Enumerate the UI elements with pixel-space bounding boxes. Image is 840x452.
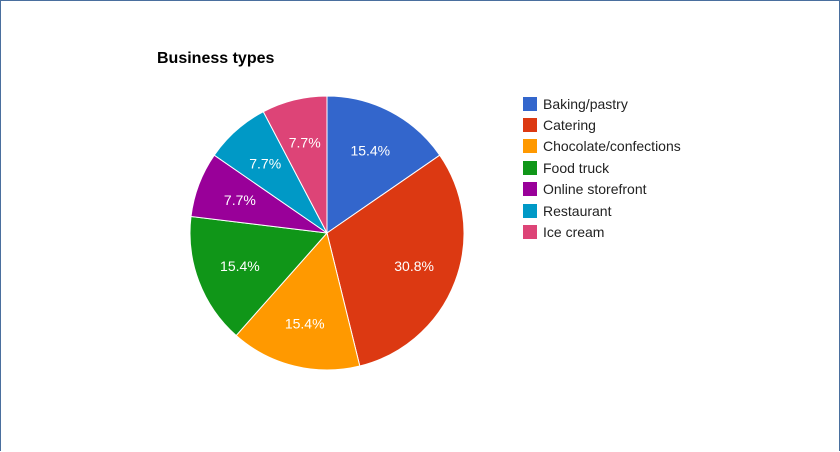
legend-label: Baking/pastry	[543, 95, 628, 112]
slice-label-6: 7.7%	[289, 135, 321, 151]
slice-label-3: 15.4%	[220, 258, 260, 274]
legend-swatch	[523, 225, 537, 240]
legend-item[interactable]: Baking/pastry	[523, 93, 681, 114]
legend-label: Online storefront	[543, 181, 647, 198]
legend-label: Catering	[543, 117, 596, 134]
legend-label: Restaurant	[543, 202, 612, 219]
slice-label-4: 7.7%	[224, 192, 256, 208]
slice-label-0: 15.4%	[350, 143, 390, 159]
legend-swatch	[523, 160, 537, 175]
slice-label-5: 7.7%	[249, 155, 281, 171]
legend-swatch	[523, 203, 537, 218]
legend-label: Food truck	[543, 159, 610, 176]
slice-label-1: 30.8%	[394, 258, 434, 274]
legend: Baking/pastry Catering Chocolate/confectio…	[523, 93, 681, 243]
pie-slice-1[interactable]	[326, 154, 465, 367]
pie-slice-2[interactable]	[235, 231, 361, 371]
pie-slice-6[interactable]	[262, 95, 328, 234]
legend-swatch	[523, 118, 537, 133]
legend-label: Ice cream	[543, 224, 605, 241]
legend-swatch	[523, 96, 537, 111]
pie-slice-0[interactable]	[326, 95, 441, 234]
legend-item[interactable]: Restaurant	[523, 200, 681, 221]
slice-label-2: 15.4%	[285, 315, 325, 331]
legend-item[interactable]: Chocolate/confections	[523, 136, 681, 157]
chart-title: Business types	[157, 50, 275, 67]
legend-item[interactable]: Food truck	[523, 157, 681, 178]
legend-swatch	[523, 139, 537, 154]
legend-item[interactable]: Ice cream	[523, 221, 681, 242]
pie-slice-3[interactable]	[189, 215, 329, 337]
legend-label: Chocolate/confections	[543, 138, 681, 155]
legend-item[interactable]: Catering	[523, 114, 681, 135]
legend-item[interactable]: Online storefront	[523, 179, 681, 200]
legend-swatch	[523, 182, 537, 197]
